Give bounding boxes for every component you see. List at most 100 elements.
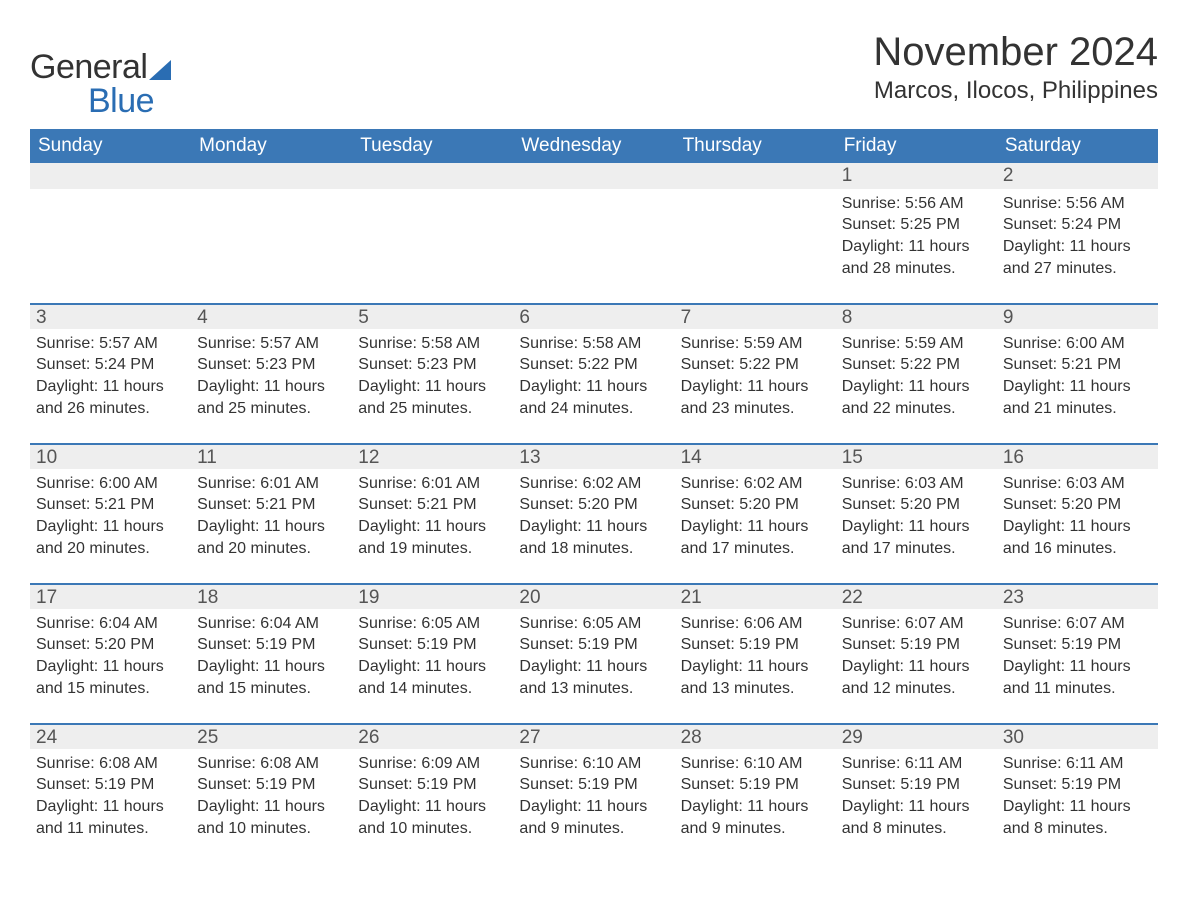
sunrise-text: Sunrise: 6:03 AM xyxy=(842,473,991,495)
title-block: November 2024 Marcos, Ilocos, Philippine… xyxy=(873,30,1158,105)
daylight-text: Daylight: 11 hours and 24 minutes. xyxy=(519,376,668,419)
calendar-cell xyxy=(513,163,674,303)
sunrise-text: Sunrise: 6:04 AM xyxy=(197,613,346,635)
calendar-cell: 24Sunrise: 6:08 AMSunset: 5:19 PMDayligh… xyxy=(30,723,191,863)
day-body: Sunrise: 6:03 AMSunset: 5:20 PMDaylight:… xyxy=(997,469,1158,567)
day-number: 5 xyxy=(352,303,513,329)
calendar-week-row: 24Sunrise: 6:08 AMSunset: 5:19 PMDayligh… xyxy=(30,723,1158,863)
day-number: 11 xyxy=(191,443,352,469)
day-number: 30 xyxy=(997,723,1158,749)
calendar-cell: 3Sunrise: 5:57 AMSunset: 5:24 PMDaylight… xyxy=(30,303,191,443)
calendar-cell: 27Sunrise: 6:10 AMSunset: 5:19 PMDayligh… xyxy=(513,723,674,863)
sunset-text: Sunset: 5:19 PM xyxy=(842,774,991,796)
day-body: Sunrise: 6:05 AMSunset: 5:19 PMDaylight:… xyxy=(352,609,513,707)
sunrise-text: Sunrise: 6:02 AM xyxy=(681,473,830,495)
sunrise-text: Sunrise: 5:56 AM xyxy=(1003,193,1152,215)
daylight-text: Daylight: 11 hours and 13 minutes. xyxy=(519,656,668,699)
day-body xyxy=(675,189,836,201)
sunrise-text: Sunrise: 6:08 AM xyxy=(197,753,346,775)
calendar-cell: 28Sunrise: 6:10 AMSunset: 5:19 PMDayligh… xyxy=(675,723,836,863)
day-number: 8 xyxy=(836,303,997,329)
sunset-text: Sunset: 5:19 PM xyxy=(681,634,830,656)
calendar-cell xyxy=(30,163,191,303)
sunrise-text: Sunrise: 6:08 AM xyxy=(36,753,185,775)
sunrise-text: Sunrise: 5:58 AM xyxy=(358,333,507,355)
daylight-text: Daylight: 11 hours and 17 minutes. xyxy=(681,516,830,559)
sunset-text: Sunset: 5:24 PM xyxy=(1003,214,1152,236)
logo-general: General xyxy=(30,48,147,86)
daylight-text: Daylight: 11 hours and 16 minutes. xyxy=(1003,516,1152,559)
calendar-cell: 6Sunrise: 5:58 AMSunset: 5:22 PMDaylight… xyxy=(513,303,674,443)
day-number: 26 xyxy=(352,723,513,749)
calendar-cell: 18Sunrise: 6:04 AMSunset: 5:19 PMDayligh… xyxy=(191,583,352,723)
day-body: Sunrise: 6:08 AMSunset: 5:19 PMDaylight:… xyxy=(191,749,352,847)
day-body xyxy=(352,189,513,201)
day-body: Sunrise: 6:10 AMSunset: 5:19 PMDaylight:… xyxy=(675,749,836,847)
daylight-text: Daylight: 11 hours and 15 minutes. xyxy=(197,656,346,699)
day-number: 12 xyxy=(352,443,513,469)
month-title: November 2024 xyxy=(873,30,1158,75)
sunset-text: Sunset: 5:24 PM xyxy=(36,354,185,376)
calendar-cell: 29Sunrise: 6:11 AMSunset: 5:19 PMDayligh… xyxy=(836,723,997,863)
day-body: Sunrise: 6:02 AMSunset: 5:20 PMDaylight:… xyxy=(675,469,836,567)
day-body: Sunrise: 5:58 AMSunset: 5:23 PMDaylight:… xyxy=(352,329,513,427)
calendar-cell: 25Sunrise: 6:08 AMSunset: 5:19 PMDayligh… xyxy=(191,723,352,863)
day-number: 4 xyxy=(191,303,352,329)
sunrise-text: Sunrise: 6:05 AM xyxy=(358,613,507,635)
day-number: 17 xyxy=(30,583,191,609)
calendar-cell xyxy=(191,163,352,303)
day-body: Sunrise: 6:02 AMSunset: 5:20 PMDaylight:… xyxy=(513,469,674,567)
calendar-week-row: 17Sunrise: 6:04 AMSunset: 5:20 PMDayligh… xyxy=(30,583,1158,723)
sunrise-text: Sunrise: 6:04 AM xyxy=(36,613,185,635)
sunrise-text: Sunrise: 6:01 AM xyxy=(197,473,346,495)
day-body: Sunrise: 5:57 AMSunset: 5:23 PMDaylight:… xyxy=(191,329,352,427)
sunset-text: Sunset: 5:23 PM xyxy=(358,354,507,376)
daylight-text: Daylight: 11 hours and 25 minutes. xyxy=(358,376,507,419)
day-number: 21 xyxy=(675,583,836,609)
daylight-text: Daylight: 11 hours and 9 minutes. xyxy=(519,796,668,839)
calendar-cell: 8Sunrise: 5:59 AMSunset: 5:22 PMDaylight… xyxy=(836,303,997,443)
sunrise-text: Sunrise: 6:05 AM xyxy=(519,613,668,635)
daylight-text: Daylight: 11 hours and 9 minutes. xyxy=(681,796,830,839)
day-body: Sunrise: 5:59 AMSunset: 5:22 PMDaylight:… xyxy=(675,329,836,427)
day-body: Sunrise: 6:07 AMSunset: 5:19 PMDaylight:… xyxy=(997,609,1158,707)
day-body: Sunrise: 5:56 AMSunset: 5:24 PMDaylight:… xyxy=(997,189,1158,287)
sunrise-text: Sunrise: 6:11 AM xyxy=(842,753,991,775)
calendar-cell: 5Sunrise: 5:58 AMSunset: 5:23 PMDaylight… xyxy=(352,303,513,443)
sunset-text: Sunset: 5:21 PM xyxy=(197,494,346,516)
day-body: Sunrise: 6:01 AMSunset: 5:21 PMDaylight:… xyxy=(352,469,513,567)
day-body xyxy=(191,189,352,201)
sunrise-text: Sunrise: 6:11 AM xyxy=(1003,753,1152,775)
sunset-text: Sunset: 5:20 PM xyxy=(842,494,991,516)
sunrise-text: Sunrise: 6:00 AM xyxy=(1003,333,1152,355)
day-number: 2 xyxy=(997,163,1158,189)
sunset-text: Sunset: 5:25 PM xyxy=(842,214,991,236)
day-body: Sunrise: 6:08 AMSunset: 5:19 PMDaylight:… xyxy=(30,749,191,847)
calendar-cell: 7Sunrise: 5:59 AMSunset: 5:22 PMDaylight… xyxy=(675,303,836,443)
day-header: Thursday xyxy=(675,129,836,163)
calendar-cell: 13Sunrise: 6:02 AMSunset: 5:20 PMDayligh… xyxy=(513,443,674,583)
day-body: Sunrise: 6:04 AMSunset: 5:19 PMDaylight:… xyxy=(191,609,352,707)
calendar-week-row: 10Sunrise: 6:00 AMSunset: 5:21 PMDayligh… xyxy=(30,443,1158,583)
sunrise-text: Sunrise: 5:59 AM xyxy=(681,333,830,355)
day-number: 28 xyxy=(675,723,836,749)
day-number: 24 xyxy=(30,723,191,749)
day-number: 3 xyxy=(30,303,191,329)
day-number: 16 xyxy=(997,443,1158,469)
day-body: Sunrise: 6:00 AMSunset: 5:21 PMDaylight:… xyxy=(997,329,1158,427)
calendar-cell: 21Sunrise: 6:06 AMSunset: 5:19 PMDayligh… xyxy=(675,583,836,723)
calendar-week-row: 1Sunrise: 5:56 AMSunset: 5:25 PMDaylight… xyxy=(30,163,1158,303)
day-header: Sunday xyxy=(30,129,191,163)
day-number: 27 xyxy=(513,723,674,749)
header: General Blue November 2024 Marcos, Iloco… xyxy=(30,30,1158,121)
sunset-text: Sunset: 5:21 PM xyxy=(1003,354,1152,376)
location: Marcos, Ilocos, Philippines xyxy=(873,77,1158,105)
calendar-table: Sunday Monday Tuesday Wednesday Thursday… xyxy=(30,129,1158,863)
daylight-text: Daylight: 11 hours and 11 minutes. xyxy=(36,796,185,839)
day-number: 23 xyxy=(997,583,1158,609)
day-number xyxy=(30,163,191,189)
daylight-text: Daylight: 11 hours and 20 minutes. xyxy=(36,516,185,559)
day-number: 7 xyxy=(675,303,836,329)
sunrise-text: Sunrise: 5:58 AM xyxy=(519,333,668,355)
daylight-text: Daylight: 11 hours and 10 minutes. xyxy=(358,796,507,839)
